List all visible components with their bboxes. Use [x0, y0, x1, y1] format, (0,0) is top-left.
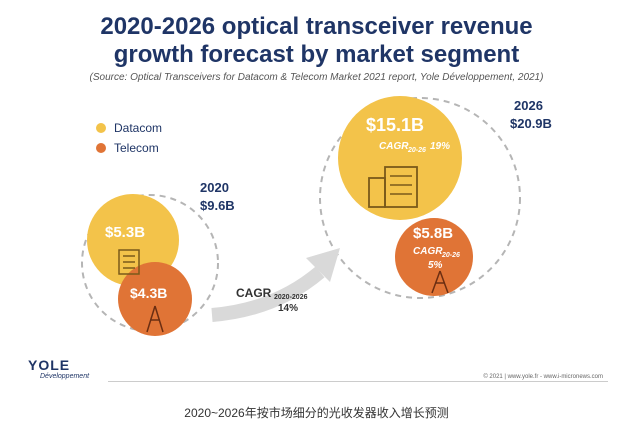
datacom-swatch [96, 123, 106, 133]
datacenter-icon [368, 166, 418, 208]
datacom-cagr-label: CAGR [379, 141, 409, 152]
footer-divider [108, 381, 608, 382]
year-2020-label: 2020 [200, 180, 229, 195]
bubble-chart: 2020 $9.6B 2026 $20.9B $5.3B $4.3B $15.1… [81, 96, 552, 336]
telecom-tower-icon [431, 270, 449, 294]
legend-item-telecom: Telecom [96, 138, 162, 158]
legend-label-datacom: Datacom [114, 121, 163, 135]
telecom-tower-icon [146, 305, 164, 333]
total-2020-circle [81, 194, 219, 332]
datacom-cagr-value: 19% [430, 141, 450, 152]
total-2026-value: $20.9B [510, 116, 552, 131]
source-note: (Source: Optical Transceivers for Dataco… [89, 72, 544, 83]
logo-sub-text: Développement [40, 373, 90, 380]
growth-arrow-head [306, 248, 340, 282]
title-line-1: 2020-2026 optical transceiver revenue [100, 13, 533, 40]
total-2026-circle [319, 97, 521, 299]
datacom-2020-value: $5.3B [105, 224, 145, 241]
image-caption: 2020~2026年按市场细分的光收发器收入增长预测 [184, 406, 449, 420]
infographic-frame: 2020-2026 optical transceiver revenue gr… [28, 13, 608, 382]
telecom-2020-value: $4.3B [130, 285, 167, 301]
total-cagr-label: CAGR [236, 286, 272, 300]
telecom-2020-bubble [118, 262, 192, 336]
total-cagr-sub: 2020-2026 [274, 294, 308, 301]
total-2020-value: $9.6B [200, 198, 235, 213]
datacenter-icon [118, 249, 140, 275]
telecom-cagr-sub: 20-26 [441, 252, 460, 259]
copyright: © 2021 | www.yole.fr - www.i-micronews.c… [483, 374, 603, 380]
datacom-cagr-sub: 20-26 [407, 147, 426, 154]
legend-label-telecom: Telecom [114, 141, 159, 155]
yole-logo: YOLE Développement [28, 357, 89, 380]
telecom-cagr-value: 5% [428, 260, 443, 271]
year-2026-label: 2026 [514, 98, 543, 113]
datacom-2026-value: $15.1B [366, 115, 424, 135]
title-line-2: growth forecast by market segment [113, 41, 520, 68]
growth-arrow-body [211, 266, 325, 322]
telecom-2026-value: $5.8B [413, 225, 453, 242]
total-cagr-value: 14% [278, 303, 298, 314]
legend: Datacom Telecom [96, 118, 162, 158]
telecom-swatch [96, 143, 106, 153]
telecom-cagr-label: CAGR [413, 246, 443, 257]
telecom-2026-bubble [395, 218, 473, 296]
legend-item-datacom: Datacom [96, 118, 162, 138]
logo-main-text: YOLE [28, 357, 71, 373]
